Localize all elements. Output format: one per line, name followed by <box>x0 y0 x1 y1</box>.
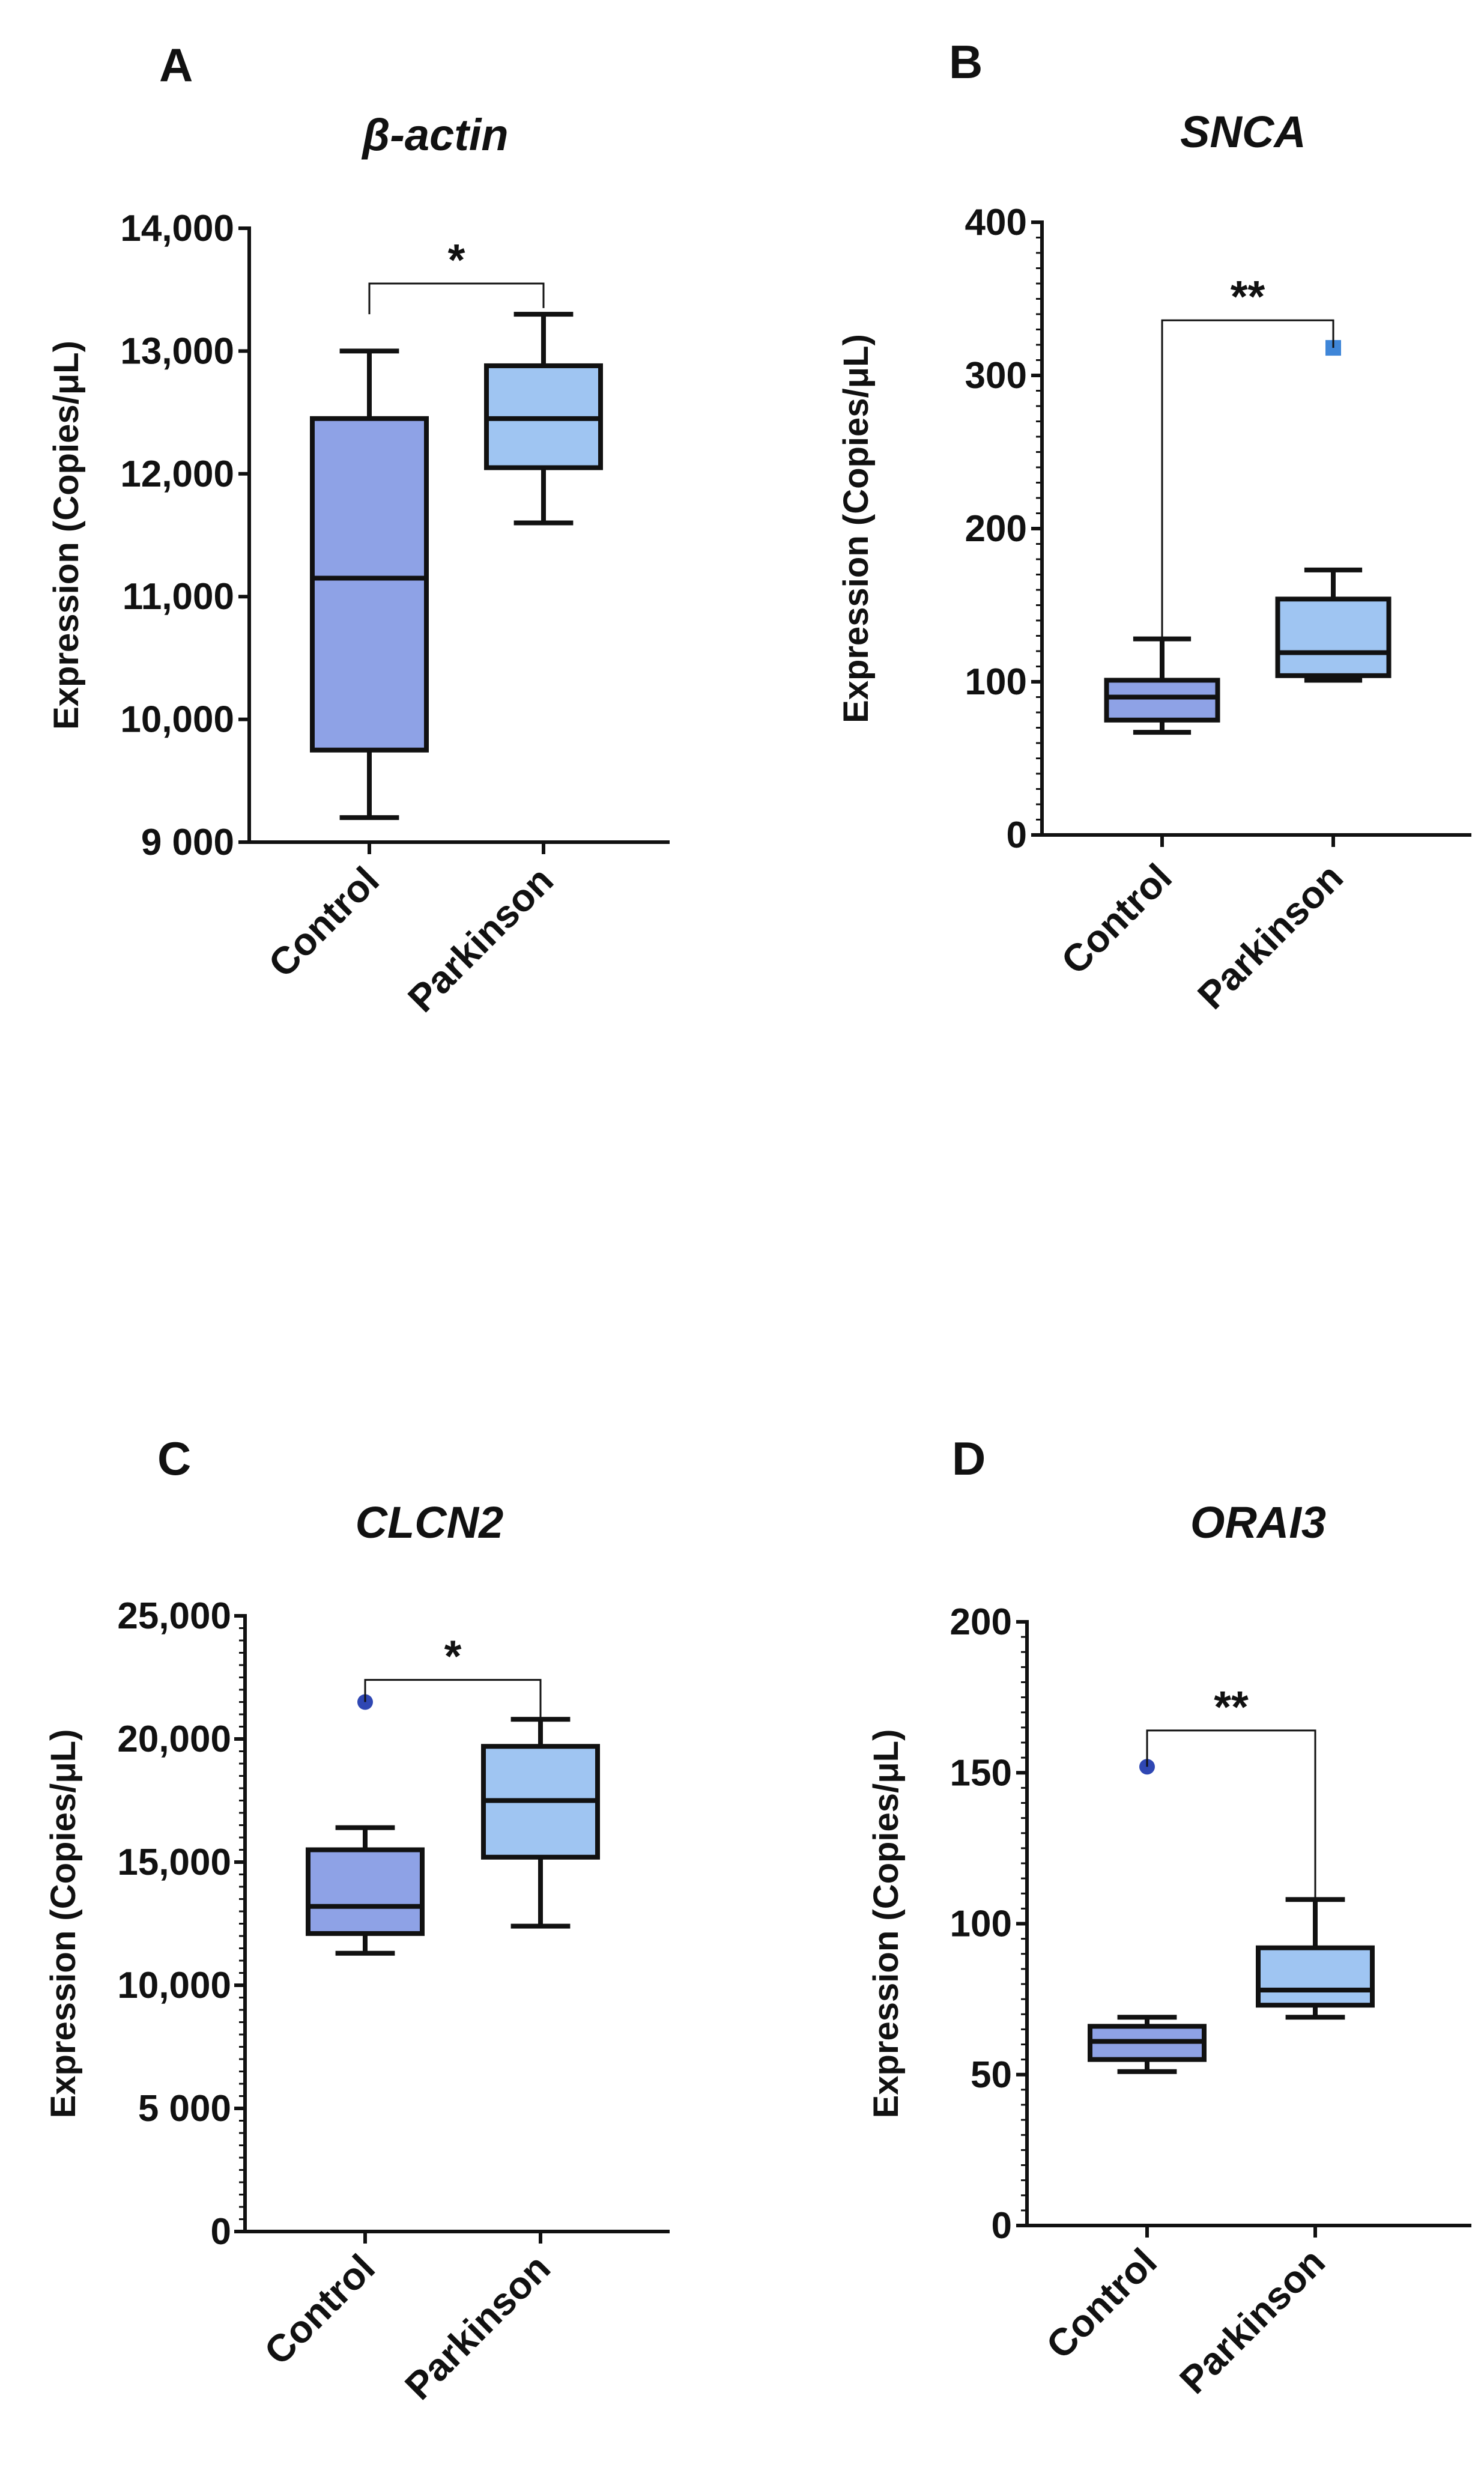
y-tick-label: 200 <box>965 508 1027 550</box>
box-iqr <box>306 1847 425 1936</box>
chart-panel-d: D ORAI3 Expression (Copies/μL) 0 50 100 150 200… <box>867 1432 1471 2402</box>
box-parkinson <box>1275 340 1392 683</box>
chart-title: ORAI3 <box>1190 1497 1326 1547</box>
y-tick-label: 100 <box>950 1904 1012 1945</box>
significance-bracket <box>1161 319 1334 639</box>
y-tick-label: 13,000 <box>120 330 234 372</box>
significance-bracket <box>368 282 545 315</box>
y-tick-label: 50 <box>971 2054 1012 2096</box>
x-tick-label-parkinson: Parkinson <box>1171 2240 1333 2402</box>
chart-panel-a: Aβ-actin Expression (Copies/μL) 9 000 10,00… <box>47 38 670 1021</box>
box-iqr <box>310 416 429 753</box>
y-tick-label: 9 000 <box>141 822 234 863</box>
y-axis-label: Expression (Copies/μL) <box>47 341 86 730</box>
y-axis-label: Expression (Copies/μL) <box>867 1729 906 2119</box>
box-iqr <box>1275 596 1392 678</box>
y-tick-label: 300 <box>965 355 1027 396</box>
y-tick-label: 10,000 <box>120 699 234 741</box>
x-tick-label-control: Control <box>256 2246 383 2373</box>
x-tick-label-control: Control <box>1038 2240 1165 2367</box>
chart-panel-c: C CLCN2 Expression (Copies/μL) 0 5 000 10,000… <box>44 1432 670 2408</box>
box-control <box>1088 1759 1207 2074</box>
box-parkinson <box>484 312 603 526</box>
y-tick-label: 15,000 <box>117 1842 231 1883</box>
significance-label: ** <box>1214 1682 1249 1732</box>
significance-bracket <box>364 1679 542 1720</box>
y-tick-label: 10,000 <box>117 1965 231 2006</box>
y-axis-label: Expression (Copies/μL) <box>44 1729 83 2119</box>
y-axis-label: Expression (Copies/μL) <box>837 334 876 723</box>
panel-label: D <box>952 1432 986 1485</box>
y-tick-label: 25,000 <box>117 1595 231 1637</box>
chart-title: SNCA <box>1180 107 1306 157</box>
box-parkinson <box>481 1717 600 1929</box>
significance-label: * <box>448 235 465 285</box>
y-tick-label: 200 <box>950 1601 1012 1643</box>
y-tick-label: 11,000 <box>123 576 234 617</box>
box-control <box>310 348 429 821</box>
x-tick-label-control: Control <box>1053 855 1180 983</box>
y-tick-label: 12,000 <box>120 454 234 495</box>
y-tick-label: 20,000 <box>117 1719 231 1760</box>
chart-panel-b: B SNCA Expression (Copies/μL) 0 100 200 300 400… <box>837 35 1471 1018</box>
y-tick-label: 0 <box>1007 815 1027 856</box>
panel-label: B <box>949 35 983 88</box>
panel-label: C <box>157 1432 191 1485</box>
chart-title: CLCN2 <box>356 1497 504 1547</box>
x-tick-label-control: Control <box>260 858 387 986</box>
box-control <box>1104 636 1220 735</box>
y-tick-label: 100 <box>965 661 1027 703</box>
y-tick-label: 14,000 <box>120 208 234 249</box>
box-iqr <box>1256 1945 1375 2008</box>
y-tick-label: 0 <box>211 2211 231 2253</box>
significance-bracket <box>1146 1729 1316 1900</box>
significance-label: * <box>444 1631 462 1681</box>
x-tick-label-parkinson: Parkinson <box>1189 855 1351 1018</box>
significance-label: ** <box>1231 272 1265 321</box>
box-iqr <box>1104 678 1220 723</box>
y-tick-label: 5 000 <box>138 2088 231 2129</box>
chart-title: β-actin <box>361 110 508 160</box>
x-tick-label-parkinson: Parkinson <box>396 2246 559 2408</box>
box-parkinson <box>1256 1897 1375 2020</box>
panel-label: A <box>159 38 193 91</box>
y-tick-label: 0 <box>992 2205 1012 2247</box>
y-tick-label: 400 <box>965 202 1027 243</box>
y-tick-label: 150 <box>950 1752 1012 1794</box>
x-tick-label-parkinson: Parkinson <box>399 858 562 1021</box>
box-control <box>306 1694 425 1956</box>
